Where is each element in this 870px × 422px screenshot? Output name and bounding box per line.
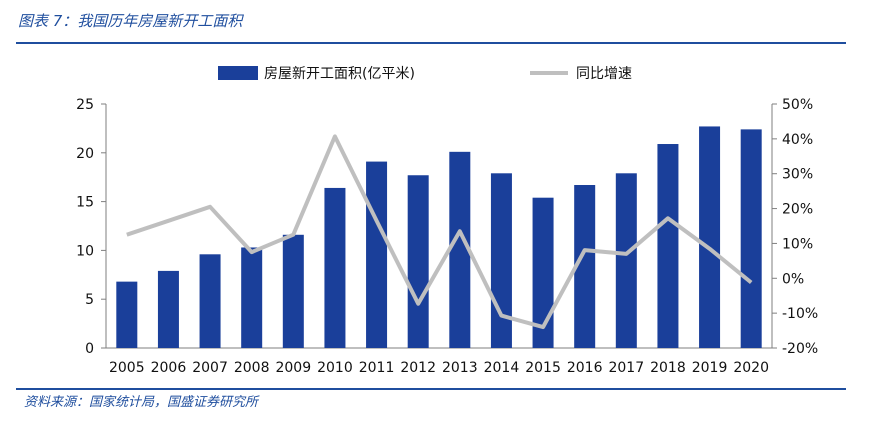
- bar-series: [116, 126, 762, 348]
- left-tick-label: 10: [76, 243, 94, 259]
- bar-2016: [574, 185, 596, 348]
- right-tick-label: 30%: [782, 167, 813, 183]
- growth-line: [126, 134, 753, 330]
- bar-2014: [490, 173, 512, 348]
- x-tick-label: 2008: [234, 360, 270, 376]
- x-tick-label: 2015: [525, 360, 561, 376]
- legend-bar-swatch: [218, 66, 258, 80]
- chart-area: 房屋新开工面积(亿平米) 同比增速 0 5 10 15 20 25 -20% -10% 0% 10…: [76, 66, 818, 376]
- left-tick-label: 5: [85, 292, 94, 308]
- x-tick-label: 2007: [192, 360, 228, 376]
- x-tick-label: 2014: [484, 360, 520, 376]
- x-tick-label: 2017: [608, 360, 644, 376]
- legend-bar-label: 房屋新开工面积(亿平米): [264, 66, 415, 82]
- left-tick-label: 15: [76, 195, 94, 211]
- legend-line-label: 同比增速: [576, 66, 632, 82]
- x-tick-label: 2005: [109, 360, 145, 376]
- bar-2012: [407, 175, 429, 348]
- x-tick-label: 2019: [692, 360, 728, 376]
- chart-title: 图表 7：我国历年房屋新开工面积: [18, 12, 243, 30]
- right-tick-label: -20%: [782, 341, 818, 357]
- x-tick-label: 2013: [442, 360, 478, 376]
- bar-2017: [615, 173, 637, 348]
- bar-2020: [740, 129, 762, 348]
- x-tick-label: 2006: [151, 360, 187, 376]
- bar-2008: [241, 247, 263, 348]
- x-tick-label: 2020: [733, 360, 769, 376]
- left-tick-label: 0: [85, 341, 94, 357]
- footer-divider: [16, 388, 846, 390]
- tick-labels: 0 5 10 15 20 25 -20% -10% 0% 10% 20% 30% 40% 50% 2005 2…: [76, 97, 818, 376]
- x-tick-label: 2018: [650, 360, 686, 376]
- right-tick-label: 50%: [782, 97, 813, 113]
- x-tick-label: 2012: [400, 360, 436, 376]
- right-tick-label: -10%: [782, 306, 818, 322]
- bar-2018: [657, 144, 679, 348]
- bar-2005: [116, 281, 138, 348]
- source-note: 资料来源：国家统计局，国盛证券研究所: [24, 395, 259, 410]
- bar-2015: [532, 197, 554, 348]
- bar-2013: [449, 151, 471, 348]
- x-tick-label: 2009: [275, 360, 311, 376]
- growth-line-series: [126, 134, 753, 330]
- left-tick-label: 20: [76, 146, 94, 162]
- right-tick-label: 0%: [782, 271, 804, 287]
- bar-2010: [324, 187, 346, 348]
- header-divider: [16, 42, 846, 44]
- bar-2006: [157, 270, 179, 348]
- bar-2011: [366, 161, 388, 348]
- legend: 房屋新开工面积(亿平米) 同比增速: [218, 66, 632, 82]
- left-tick-label: 25: [76, 97, 94, 113]
- right-tick-label: 40%: [782, 132, 813, 148]
- bar-2019: [699, 126, 721, 348]
- x-tick-label: 2016: [567, 360, 603, 376]
- right-tick-label: 10%: [782, 236, 813, 252]
- x-tick-label: 2011: [359, 360, 395, 376]
- x-tick-label: 2010: [317, 360, 353, 376]
- bar-2009: [282, 234, 304, 348]
- bar-2007: [199, 254, 221, 348]
- right-tick-label: 20%: [782, 202, 813, 218]
